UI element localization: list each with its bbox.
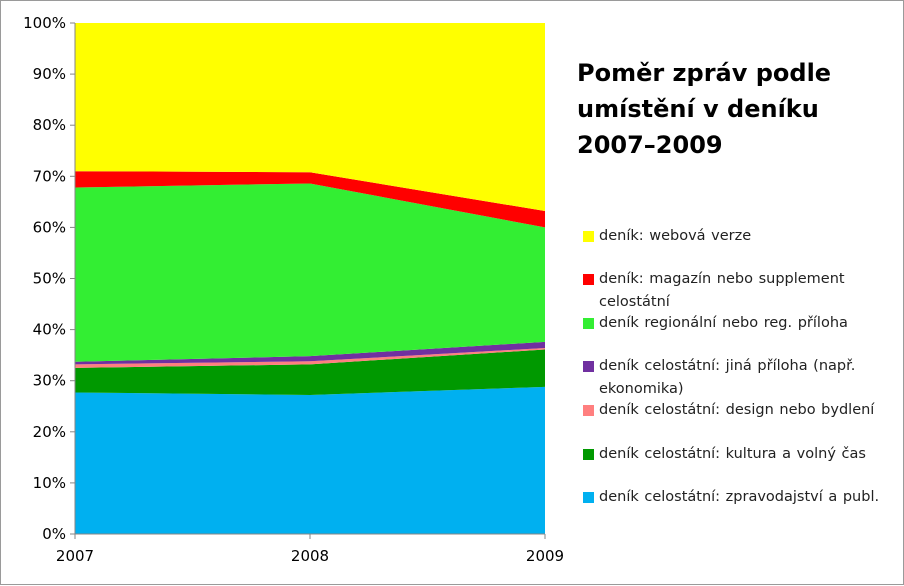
area-series-6 — [75, 23, 545, 212]
legend-swatch — [583, 405, 594, 416]
legend-swatch — [583, 318, 594, 329]
chart-title-line-2: umístění v deníku — [577, 95, 819, 123]
chart-title-line-1: Poměr zpráv podle — [577, 59, 832, 87]
legend-swatch — [583, 492, 594, 503]
area-series-1 — [75, 349, 545, 396]
y-tick-label: 50% — [33, 270, 66, 288]
x-tick-label: 2009 — [526, 547, 564, 565]
y-tick-label: 40% — [33, 321, 66, 339]
chart-title: Poměr zpráv podle umístění v deníku 2007… — [577, 55, 877, 163]
legend-label: deník celostátní: kultura a volný čas — [599, 446, 866, 462]
legend-swatch — [583, 449, 594, 460]
y-tick-label: 30% — [33, 372, 66, 390]
x-tick-label: 2007 — [56, 547, 94, 565]
area-series-group — [75, 23, 545, 534]
area-series-4 — [75, 183, 545, 362]
legend-label: deník celostátní: zpravodajství a publ. — [599, 489, 880, 505]
y-tick-label: 90% — [33, 65, 66, 83]
y-tick-label: 80% — [33, 116, 66, 134]
legend-swatch — [583, 361, 594, 372]
legend-label: deník: webová verze — [599, 228, 752, 244]
y-tick-label: 20% — [33, 423, 66, 441]
area-series-5 — [75, 171, 545, 228]
y-tick-label: 100% — [23, 14, 66, 32]
legend-label: deník: magazín nebo supplement celostátn… — [599, 271, 845, 310]
legend-label: deník celostátní: jiná příloha (např. ek… — [599, 358, 856, 397]
y-tick-label: 10% — [33, 474, 66, 492]
legend-swatch — [583, 231, 594, 242]
y-tick-label: 70% — [33, 167, 66, 185]
y-tick-label: 0% — [42, 525, 66, 543]
chart-title-line-3: 2007–2009 — [577, 131, 723, 159]
legend-label: deník celostátní: design nebo bydlení — [599, 402, 875, 418]
legend-swatch — [583, 274, 594, 285]
y-tick-label: 60% — [33, 218, 66, 236]
x-tick-label: 2008 — [291, 547, 329, 565]
area-series-0 — [75, 386, 545, 534]
area-series-2 — [75, 347, 545, 368]
area-series-3 — [75, 341, 545, 365]
legend-label: deník regionální nebo reg. příloha — [599, 315, 848, 331]
axes-group: 0% 10% 20% 30% 40% 50% 60% 70% 80% 90% 100% 2007 200… — [23, 14, 564, 565]
